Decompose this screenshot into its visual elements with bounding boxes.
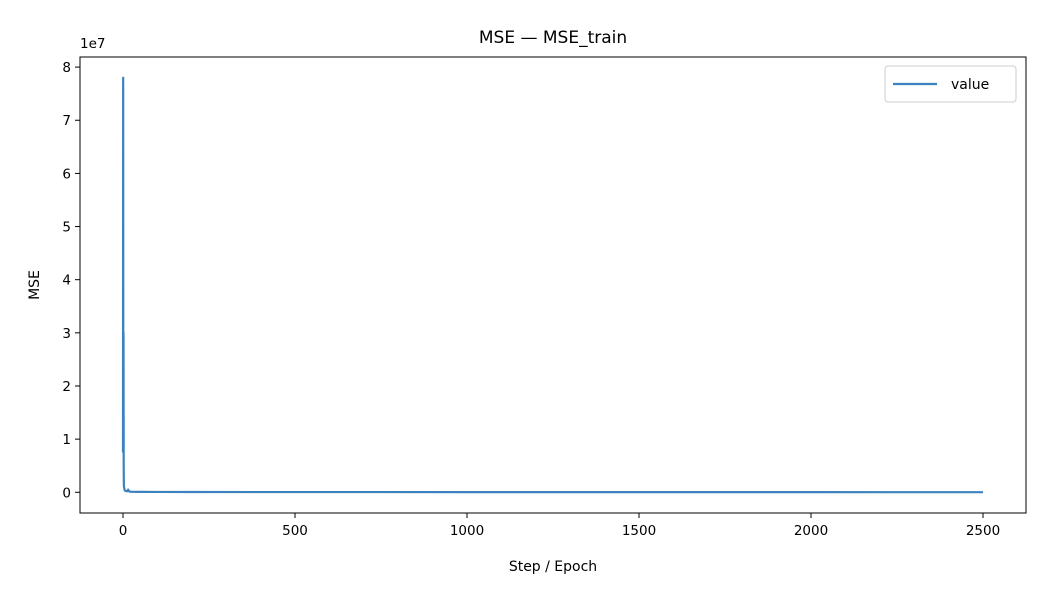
y-tick-label: 7: [62, 113, 71, 129]
y-axis: 0 1 2 3 4 5 6 7 8: [62, 60, 80, 501]
y-tick-label: 3: [62, 326, 71, 342]
series-layer: [121, 76, 984, 494]
x-tick-label: 1500: [622, 523, 656, 539]
x-tick-label: 2500: [966, 523, 1000, 539]
x-tick-label: 500: [282, 523, 308, 539]
y-tick-label: 8: [62, 60, 71, 76]
y-tick-label: 4: [62, 273, 71, 289]
y-offset-label: 1e7: [80, 36, 105, 52]
y-tick-label: 5: [62, 220, 71, 236]
plot-frame: [79, 56, 1027, 514]
y-tick-label: 2: [62, 379, 71, 395]
x-axis: 0 500 1000 1500 2000 2500: [119, 513, 1000, 539]
x-tick-label: 2000: [794, 523, 828, 539]
plot-area: [79, 56, 1027, 514]
legend: value: [884, 65, 1017, 103]
series-line-value: [121, 76, 984, 494]
y-tick-label: 0: [62, 485, 71, 501]
x-tick-label: 1000: [450, 523, 484, 539]
x-tick-label: 0: [119, 523, 128, 539]
legend-box: [884, 65, 1017, 103]
y-tick-label: 1: [62, 432, 71, 448]
legend-label: value: [951, 77, 989, 93]
y-axis-label: MSE: [27, 270, 43, 300]
chart-title: MSE — MSE_train: [479, 28, 627, 48]
y-tick-label: 6: [62, 166, 71, 182]
x-axis-label: Step / Epoch: [509, 559, 597, 575]
